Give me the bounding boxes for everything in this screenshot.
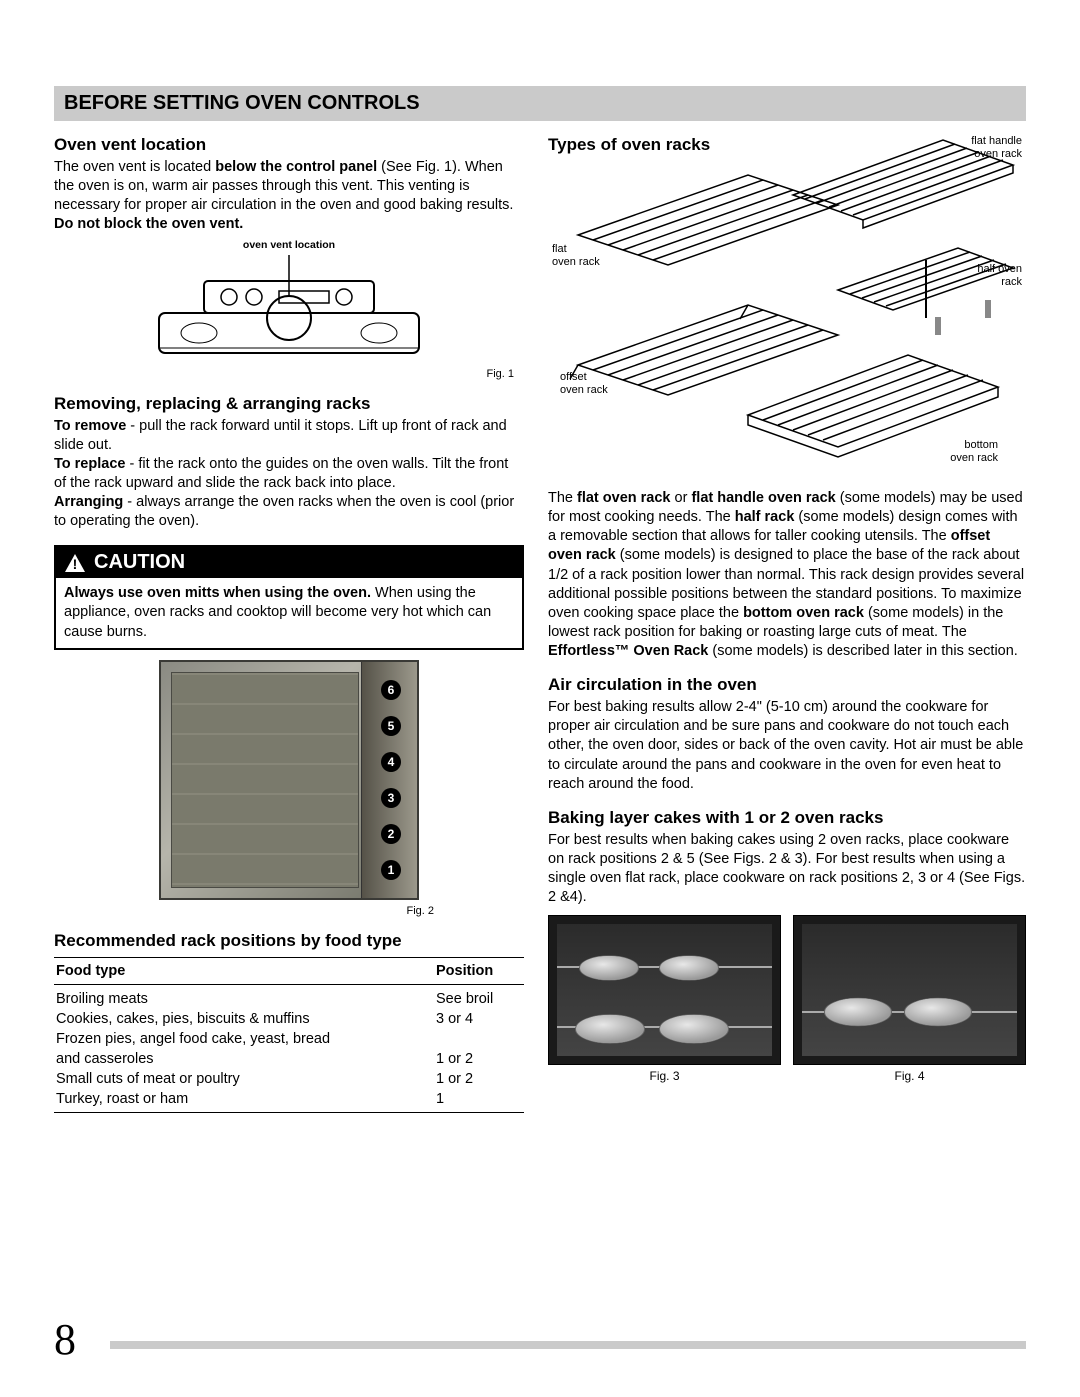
position-dot-1: 1 [381,860,401,880]
tb6: Effortless™ Oven Rack [548,643,708,659]
warning-icon: ! [64,553,86,573]
right-column: Types of oven racks [548,135,1026,1113]
tb3: half rack [735,509,795,525]
table-row: Turkey, roast or ham1 [54,1089,524,1109]
footer-bar [110,1341,1026,1349]
page-number: 8 [54,1314,76,1365]
section-header: BEFORE SETTING OVEN CONTROLS [54,86,1026,121]
rack-types-diagram: Types of oven racks [548,135,1026,475]
table-cell-position: 3 or 4 [434,1009,524,1029]
fig4-image [793,915,1026,1065]
table-cell-position: 1 [434,1089,524,1109]
rack-types-svg [548,135,1018,475]
table-row: and casseroles1 or 2 [54,1049,524,1069]
fig1-caption: Fig. 1 [54,368,524,380]
caution-body-b: Always use oven mitts when using the ove… [64,585,371,601]
table-cell-position: 1 or 2 [434,1069,524,1089]
stove-top-illustration [129,253,449,363]
position-dot-6: 6 [381,680,401,700]
table-cell-food: Small cuts of meat or poultry [54,1069,434,1089]
remove-paragraph: To remove - pull the rack forward until … [54,417,524,455]
baking-text: For best results when baking cakes using… [548,831,1026,908]
label-bottom: bottom oven rack [950,439,998,464]
table-cell-food: Frozen pies, angel food cake, yeast, bre… [54,1029,434,1049]
table-cell-food: Turkey, roast or ham [54,1089,434,1109]
fig3-wrap: Fig. 3 [548,915,781,1083]
figure-row: Fig. 3 Fig. 4 [548,915,1026,1083]
arrange-t: - always arrange the oven racks when the… [54,494,514,529]
vent-text-pre: The oven vent is located [54,159,215,175]
vent-diagram-label: oven vent location [54,239,524,251]
table-row: Broiling meatsSee broil [54,984,524,1009]
table-cell-food: Cookies, cakes, pies, biscuits & muffins [54,1009,434,1029]
table-row: Cookies, cakes, pies, biscuits & muffins… [54,1009,524,1029]
oven-interior [171,672,359,888]
position-dot-5: 5 [381,716,401,736]
air-text: For best baking results allow 2-4" (5-10… [548,698,1026,794]
replace-paragraph: To replace - fit the rack onto the guide… [54,455,524,493]
oven-photo: 6 5 4 3 2 1 [159,660,419,900]
remove-b: To remove [54,418,126,434]
vent-bold2: Do not block the oven vent. [54,216,243,232]
left-column: Oven vent location The oven vent is loca… [54,135,524,1113]
label-flat-handle: flat handle oven rack [971,135,1022,160]
rack-position-table: Food type Position Broiling meatsSee bro… [54,957,524,1109]
tp1: The [548,490,577,506]
label-offset: offset oven rack [560,371,608,396]
tb5: bottom oven rack [743,605,864,621]
position-dot-3: 3 [381,788,401,808]
table-bottom-rule [54,1109,524,1113]
oven-photo-wrap: 6 5 4 3 2 1 Fig. 2 [54,660,524,917]
tb2: flat handle oven rack [691,490,835,506]
fig3-caption: Fig. 3 [548,1069,781,1083]
table-cell-position: 1 or 2 [434,1049,524,1069]
caution-body: Always use oven mitts when using the ove… [56,578,522,647]
table-cell-food: Broiling meats [54,984,434,1009]
tb1: flat oven rack [577,490,671,506]
table-col-food: Food type [54,957,434,984]
te: (some models) is described later in this… [708,643,1017,659]
label-half: half oven rack [977,263,1022,288]
fig3-image [548,915,781,1065]
table-cell-food: and casseroles [54,1049,434,1069]
position-dot-4: 4 [381,752,401,772]
fig2-caption: Fig. 2 [54,905,524,917]
vent-diagram: oven vent location Fig. 1 [54,239,524,380]
caution-header: ! CAUTION [56,547,522,578]
baking-heading: Baking layer cakes with 1 or 2 oven rack… [548,808,1026,828]
vent-paragraph: The oven vent is located below the contr… [54,158,524,235]
content-columns: Oven vent location The oven vent is loca… [54,135,1026,1113]
tm1: or [671,490,692,506]
racks-heading: Removing, replacing & arranging racks [54,394,524,414]
table-heading: Recommended rack positions by food type [54,931,524,951]
label-flat: flat oven rack [552,243,600,268]
arrange-paragraph: Arranging - always arrange the oven rack… [54,493,524,531]
table-row: Frozen pies, angel food cake, yeast, bre… [54,1029,524,1049]
caution-title: CAUTION [94,551,185,574]
caution-box: ! CAUTION Always use oven mitts when usi… [54,545,524,649]
table-cell-position [434,1029,524,1049]
table-row: Small cuts of meat or poultry1 or 2 [54,1069,524,1089]
vent-bold1: below the control panel [215,159,377,175]
arrange-b: Arranging [54,494,123,510]
vent-heading: Oven vent location [54,135,524,155]
types-paragraph: The flat oven rack or flat handle oven r… [548,489,1026,661]
svg-text:!: ! [73,556,78,572]
replace-b: To replace [54,456,125,472]
fig4-wrap: Fig. 4 [793,915,1026,1083]
fig4-caption: Fig. 4 [793,1069,1026,1083]
types-heading: Types of oven racks [548,135,710,155]
table-cell-position: See broil [434,984,524,1009]
table-col-position: Position [434,957,524,984]
air-heading: Air circulation in the oven [548,675,1026,695]
position-dot-2: 2 [381,824,401,844]
